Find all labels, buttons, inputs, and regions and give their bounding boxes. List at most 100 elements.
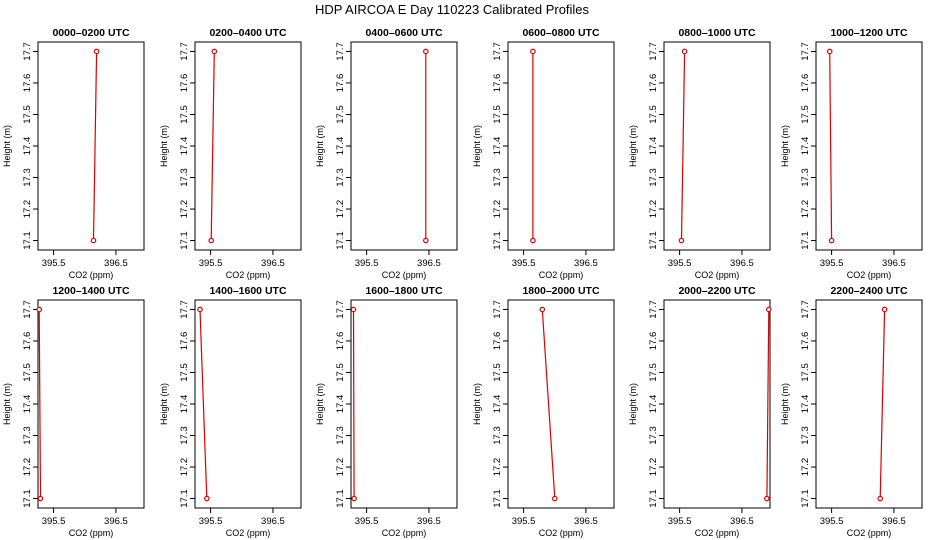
y-tick-label: 17.6	[335, 74, 346, 93]
x-axis-label: CO2 (ppm)	[226, 270, 271, 280]
y-tick-label: 17.7	[179, 42, 190, 61]
plot-frame	[507, 41, 615, 251]
panel-title: 0600–0800 UTC	[522, 27, 599, 39]
y-tick-label: 17.1	[335, 489, 346, 508]
y-tick-label: 17.2	[648, 458, 659, 477]
y-tick-label: 17.7	[335, 42, 346, 61]
y-axis-label: Height (m)	[315, 383, 325, 425]
x-axis-label: CO2 (ppm)	[382, 270, 427, 280]
x-tick-label: 396.5	[882, 258, 906, 269]
y-tick-label: 17.6	[22, 332, 33, 351]
y-tick-label: 17.1	[492, 489, 503, 508]
y-tick-label: 17.2	[179, 458, 190, 477]
y-axis-label: Height (m)	[628, 383, 638, 425]
y-tick-label: 17.2	[335, 458, 346, 477]
x-tick-label: 395.5	[199, 258, 223, 269]
profile-panel: 1200–1400 UTC 17.1 17.2 17.3 17.4 17.5 17.6 17.…	[2, 285, 145, 538]
y-tick-label: 17.5	[335, 105, 346, 124]
panel-title: 0400–0600 UTC	[365, 27, 442, 39]
y-tick-label: 17.3	[800, 426, 811, 445]
y-tick-label: 17.7	[335, 300, 346, 319]
profile-line	[210, 51, 215, 241]
profile-panel: 0800–1000 UTC 17.1 17.2 17.3 17.4 17.5 17.6 17.…	[628, 27, 771, 280]
y-tick-label: 17.5	[22, 363, 33, 382]
y-tick-label: 17.2	[335, 200, 346, 219]
x-axis-label: CO2 (ppm)	[382, 528, 427, 538]
y-tick-label: 17.2	[179, 200, 190, 219]
y-tick-label: 17.5	[22, 105, 33, 124]
y-tick-label: 17.2	[22, 200, 33, 219]
data-point	[681, 48, 688, 55]
y-tick-label: 17.4	[648, 137, 659, 156]
plot-frame	[194, 299, 302, 509]
y-tick-label: 17.3	[335, 168, 346, 187]
profile-line	[879, 309, 886, 499]
y-tick-label: 17.5	[492, 363, 503, 382]
data-point	[551, 495, 558, 502]
x-axis-label: CO2 (ppm)	[695, 528, 740, 538]
profile-line	[38, 309, 42, 499]
data-point	[197, 306, 203, 313]
y-axis-label: Height (m)	[472, 125, 482, 167]
x-tick-label: 396.5	[261, 258, 285, 269]
y-tick-label: 17.3	[22, 426, 33, 445]
y-axis-label: Height (m)	[2, 383, 12, 425]
x-tick-label: 395.5	[820, 516, 844, 527]
y-tick-label: 17.4	[335, 395, 346, 414]
profile-line	[541, 309, 556, 499]
y-tick-label: 17.4	[335, 137, 346, 156]
plot-frame	[815, 299, 923, 509]
y-tick-label: 17.6	[800, 332, 811, 351]
x-axis-label: CO2 (ppm)	[69, 528, 114, 538]
panel-title: 0200–0400 UTC	[209, 27, 286, 39]
data-point	[530, 237, 536, 244]
panels-grid: 0000–0200 UTC 17.1 17.2 17.3 17.4 17.5 17.6 17.…	[2, 27, 923, 538]
panel-title: 1000–1200 UTC	[830, 27, 907, 39]
y-tick-label: 17.7	[22, 42, 33, 61]
data-point	[351, 495, 357, 502]
data-point	[826, 48, 833, 55]
panel-title: 0800–1000 UTC	[678, 27, 755, 39]
y-tick-label: 17.5	[179, 363, 190, 382]
y-tick-label: 17.6	[648, 74, 659, 93]
y-tick-label: 17.6	[22, 74, 33, 93]
y-tick-label: 17.3	[648, 426, 659, 445]
data-point	[881, 306, 888, 313]
y-tick-label: 17.1	[22, 231, 33, 250]
y-tick-label: 17.6	[492, 74, 503, 93]
y-tick-label: 17.3	[179, 168, 190, 187]
panel-title: 1400–1600 UTC	[209, 285, 286, 297]
y-tick-label: 17.7	[179, 300, 190, 319]
y-tick-label: 17.7	[22, 300, 33, 319]
x-axis-label: CO2 (ppm)	[695, 270, 740, 280]
profile-line	[829, 51, 833, 241]
y-tick-label: 17.2	[800, 200, 811, 219]
y-tick-label: 17.5	[335, 363, 346, 382]
y-tick-label: 17.4	[22, 137, 33, 156]
data-point	[36, 306, 43, 313]
y-tick-label: 17.1	[648, 489, 659, 508]
y-tick-label: 17.4	[22, 395, 33, 414]
profile-panel: 0200–0400 UTC 17.1 17.2 17.3 17.4 17.5 17.6 17.…	[159, 27, 302, 280]
y-axis-label: Height (m)	[628, 125, 638, 167]
y-tick-label: 17.1	[800, 489, 811, 508]
x-tick-label: 395.5	[42, 516, 66, 527]
x-axis-label: CO2 (ppm)	[226, 528, 271, 538]
y-axis-label: Height (m)	[159, 125, 169, 167]
x-axis-label: CO2 (ppm)	[539, 270, 584, 280]
x-axis-label: CO2 (ppm)	[69, 270, 114, 280]
y-tick-label: 17.3	[335, 426, 346, 445]
profile-panel: 0600–0800 UTC 17.1 17.2 17.3 17.4 17.5 17.6 17.…	[472, 27, 615, 280]
x-axis-label: CO2 (ppm)	[847, 270, 892, 280]
y-tick-label: 17.1	[492, 231, 503, 250]
data-point	[423, 237, 429, 244]
x-tick-label: 395.5	[355, 516, 379, 527]
data-point	[530, 48, 536, 55]
x-tick-label: 395.5	[355, 258, 379, 269]
profile-panel: 1600–1800 UTC 17.1 17.2 17.3 17.4 17.5 17.6 17.…	[315, 285, 458, 538]
x-tick-label: 395.5	[42, 258, 66, 269]
y-axis-label: Height (m)	[780, 383, 790, 425]
x-tick-label: 395.5	[512, 516, 536, 527]
profile-line	[680, 51, 686, 241]
